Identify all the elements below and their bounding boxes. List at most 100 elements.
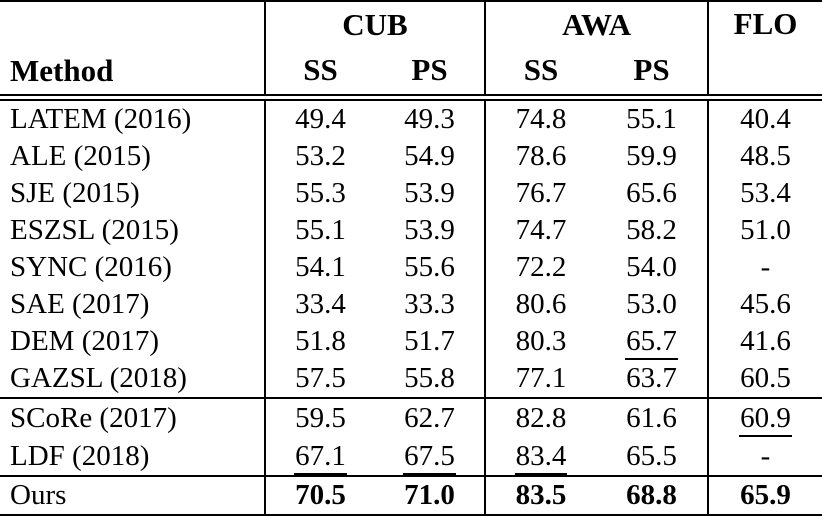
score-value: 67.5 xyxy=(403,439,456,475)
score-value: 58.2 xyxy=(626,214,677,246)
score-value: 80.3 xyxy=(515,325,567,357)
method-cell: Ours xyxy=(10,479,67,511)
value-cell: 33.3 xyxy=(375,286,485,323)
value-cell: 53.4 xyxy=(707,175,822,212)
score-value: 51.0 xyxy=(740,214,791,246)
score-value: 83.5 xyxy=(515,479,567,511)
value-cell: 65.5 xyxy=(596,437,708,476)
value-cell: 67.5 xyxy=(375,437,485,476)
table-row: SAE (2017) 33.4 33.3 80.6 53.0 45.6 xyxy=(0,286,822,323)
value-cell: 53.9 xyxy=(375,175,485,212)
value-cell: 59.5 xyxy=(264,398,375,437)
col-header-cub-ps: PS xyxy=(411,51,448,87)
method-cell: LDF (2018) xyxy=(10,439,150,472)
table-row: ALE (2015) 53.2 54.9 78.6 59.9 48.5 xyxy=(0,138,822,175)
value-cell: 55.1 xyxy=(264,212,375,249)
score-value: 49.4 xyxy=(295,103,346,135)
score-value: 49.3 xyxy=(404,103,455,135)
value-cell: 65.6 xyxy=(596,175,708,212)
method-cell: GAZSL (2018) xyxy=(10,362,187,394)
method-cell: SCoRe (2017) xyxy=(10,401,177,434)
header-spacer xyxy=(0,1,265,44)
table-row: SJE (2015) 55.3 53.9 76.7 65.6 53.4 xyxy=(0,175,822,212)
value-cell: 65.7 xyxy=(596,323,708,360)
value-cell: 63.7 xyxy=(596,360,708,398)
score-value: 54.9 xyxy=(404,140,455,172)
value-cell: 70.5 xyxy=(264,476,375,515)
value-cell: 57.5 xyxy=(264,360,375,398)
table-row: SYNC (2016) 54.1 55.6 72.2 54.0 - xyxy=(0,249,822,286)
table-row: GAZSL (2018) 57.5 55.8 77.1 63.7 60.5 xyxy=(0,360,822,398)
score-value: 33.3 xyxy=(404,288,455,320)
value-cell: 65.9 xyxy=(707,476,822,515)
score-value: 78.6 xyxy=(515,140,567,172)
score-value: 65.6 xyxy=(626,177,677,209)
value-cell: 61.6 xyxy=(596,398,708,437)
score-value: 53.0 xyxy=(626,288,677,320)
value-cell: 82.8 xyxy=(484,398,597,437)
value-cell: 59.9 xyxy=(596,138,708,175)
score-value: 72.2 xyxy=(515,251,567,283)
value-cell: 60.5 xyxy=(707,360,822,398)
table-row: Ours 70.5 71.0 83.5 68.8 65.9 xyxy=(0,476,822,515)
score-value: 65.9 xyxy=(740,479,791,511)
score-value: 54.1 xyxy=(295,251,346,283)
table-section-1: SCoRe (2017) 59.5 62.7 82.8 61.6 60.9 LDF (201… xyxy=(0,398,822,476)
method-cell: SJE (2015) xyxy=(10,177,140,209)
score-value: 54.0 xyxy=(626,251,677,283)
score-value: 63.7 xyxy=(626,362,677,394)
header-sub-row: Method SS PS SS PS xyxy=(0,44,822,98)
score-value: 70.5 xyxy=(295,479,346,511)
score-value: 61.6 xyxy=(626,401,677,434)
score-value: 60.5 xyxy=(740,362,791,394)
value-cell: 54.1 xyxy=(264,249,375,286)
value-cell: 77.1 xyxy=(484,360,597,398)
value-cell: 74.7 xyxy=(484,212,597,249)
value-cell: 83.5 xyxy=(484,476,597,515)
value-cell: 55.8 xyxy=(375,360,485,398)
value-cell: 40.4 xyxy=(707,97,822,138)
score-value: 45.6 xyxy=(740,288,791,320)
value-cell: 80.3 xyxy=(484,323,597,360)
score-value: 65.7 xyxy=(625,325,678,360)
score-value: 33.4 xyxy=(295,288,346,320)
score-value: 82.8 xyxy=(515,401,567,434)
score-value: 71.0 xyxy=(404,479,455,511)
value-cell: 49.4 xyxy=(264,97,375,138)
score-value: 53.9 xyxy=(404,177,455,209)
score-value: 51.8 xyxy=(295,325,346,357)
value-cell: 71.0 xyxy=(375,476,485,515)
value-cell: - xyxy=(707,249,822,286)
missing-value: - xyxy=(760,439,771,472)
score-value: 77.1 xyxy=(515,362,567,394)
value-cell: 51.7 xyxy=(375,323,485,360)
score-value: 76.7 xyxy=(515,177,567,209)
score-value: 59.5 xyxy=(295,401,346,434)
value-cell: 83.4 xyxy=(484,437,597,476)
value-cell: 54.0 xyxy=(596,249,708,286)
col-header-method: Method xyxy=(10,53,114,88)
value-cell: 60.9 xyxy=(707,398,822,437)
col-group-cub: CUB xyxy=(263,1,486,44)
col-header-cub-ss: SS xyxy=(264,44,375,98)
table-row: DEM (2017) 51.8 51.7 80.3 65.7 41.6 xyxy=(0,323,822,360)
header-group-row: CUB AWA FLO xyxy=(0,1,822,98)
score-value: 55.8 xyxy=(404,362,455,394)
value-cell: 54.9 xyxy=(375,138,485,175)
method-cell: ALE (2015) xyxy=(10,140,151,172)
score-value: 55.1 xyxy=(626,103,677,135)
method-cell: SYNC (2016) xyxy=(10,251,172,283)
score-value: 57.5 xyxy=(295,362,346,394)
table-section-2: Ours 70.5 71.0 83.5 68.8 65.9 xyxy=(0,476,822,515)
value-cell: 76.7 xyxy=(484,175,597,212)
score-value: 40.4 xyxy=(740,103,791,135)
value-cell: 78.6 xyxy=(484,138,597,175)
value-cell: 53.9 xyxy=(375,212,485,249)
score-value: 53.4 xyxy=(740,177,791,209)
value-cell: 51.8 xyxy=(264,323,375,360)
score-value: 55.3 xyxy=(295,177,346,209)
value-cell: 51.0 xyxy=(707,212,822,249)
score-value: 83.4 xyxy=(514,439,568,475)
value-cell: 55.6 xyxy=(375,249,485,286)
